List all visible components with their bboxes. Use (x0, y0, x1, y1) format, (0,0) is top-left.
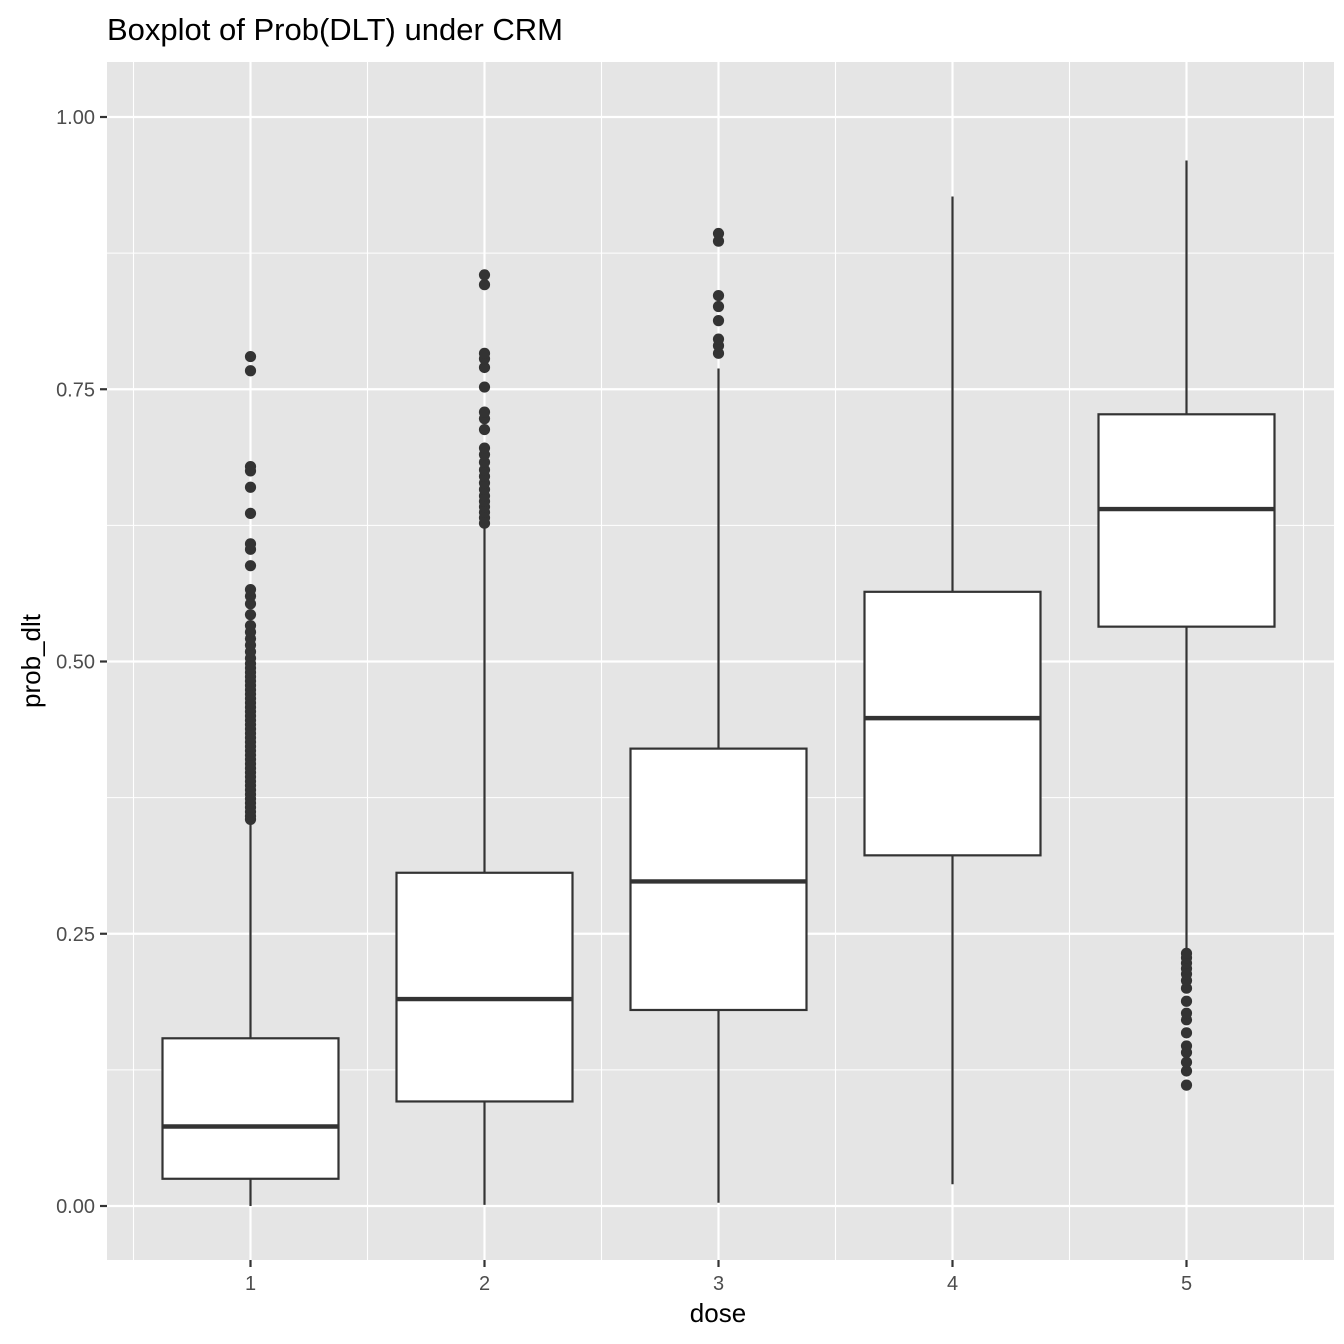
outlier-point (1180, 947, 1193, 959)
outlier-point (478, 269, 491, 281)
iqr-box (1097, 413, 1276, 628)
outlier-point (712, 333, 725, 345)
outlier-point (478, 361, 491, 374)
y-tick-label: 0.75 (56, 379, 95, 401)
boxes (161, 160, 1276, 1206)
outlier-point (478, 381, 491, 393)
x-tick-label: 1 (245, 1273, 256, 1295)
box-dose-3 (629, 227, 808, 1203)
outlier-point (1180, 1007, 1193, 1019)
outlier-point (244, 481, 257, 493)
outlier-point (478, 423, 491, 436)
y-tick-label: 0.25 (56, 924, 95, 946)
box-dose-4 (863, 196, 1042, 1185)
x-tick-label: 5 (1181, 1273, 1192, 1295)
outlier-point (244, 538, 257, 550)
iqr-box (395, 871, 574, 1103)
x-tick-label: 2 (479, 1273, 490, 1295)
axes: 0.00 0.25 0.50 0.75 1.00 1 2 3 4 5 (56, 107, 1192, 1295)
outlier-point (478, 442, 491, 454)
box-dose-1 (161, 350, 340, 1206)
x-axis-title: dose (690, 1298, 746, 1328)
outlier-point (1180, 1079, 1193, 1091)
outlier-point (1180, 1027, 1193, 1039)
outlier-point (478, 406, 491, 418)
x-tick-label: 3 (713, 1273, 724, 1295)
outlier-point (1180, 1065, 1193, 1077)
outlier-point (244, 350, 257, 363)
outlier-point (1180, 1040, 1193, 1052)
outlier-point (712, 300, 725, 313)
y-axis-title: prob_dlt (16, 613, 46, 708)
iqr-box (863, 590, 1042, 857)
outlier-point (244, 460, 257, 473)
box-dose-5 (1097, 160, 1276, 1091)
y-tick-label: 0.50 (56, 652, 95, 674)
outlier-point (244, 619, 257, 632)
y-tick-label: 1.00 (56, 107, 95, 129)
box-dose-2 (395, 269, 574, 1205)
outlier-point (712, 315, 725, 327)
outlier-point (244, 609, 257, 621)
outlier-point (244, 560, 257, 572)
outlier-point (1180, 995, 1193, 1007)
x-tick-label: 4 (947, 1273, 958, 1295)
outlier-point (712, 227, 725, 240)
outlier-point (244, 365, 257, 377)
outlier-point (712, 289, 725, 302)
y-tick-label: 0.00 (56, 1196, 95, 1218)
outlier-point (1180, 1056, 1193, 1068)
outlier-point (244, 584, 257, 596)
iqr-box (161, 1037, 340, 1180)
outlier-point (478, 347, 491, 359)
chart-title: Boxplot of Prob(DLT) under CRM (107, 12, 563, 47)
outlier-point (478, 279, 491, 291)
outlier-point (244, 507, 257, 519)
